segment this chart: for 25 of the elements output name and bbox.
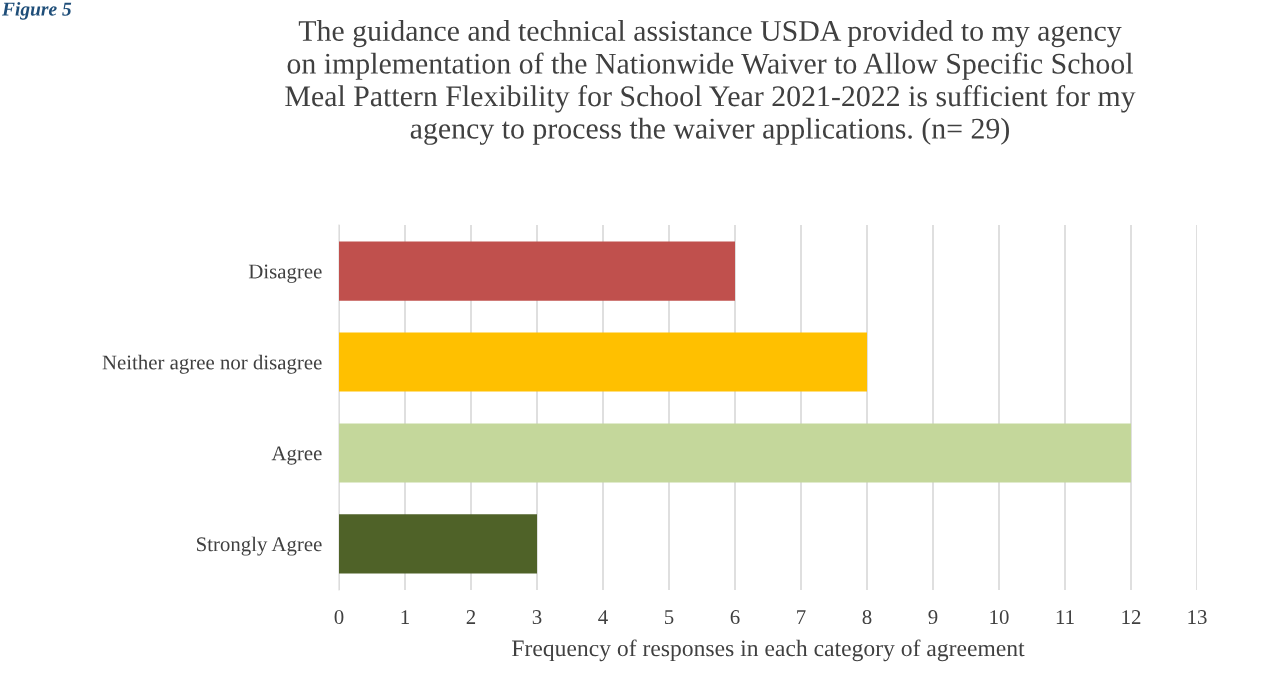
x-tick-label: 13 (1188, 610, 1207, 625)
bar (339, 332, 867, 392)
x-tick-label: 4 (598, 610, 608, 624)
x-tick-label: 5 (665, 610, 674, 625)
x-tick-label: 0 (334, 610, 344, 625)
x-tick-label: 12 (1122, 610, 1141, 624)
x-tick-label: 7 (797, 610, 806, 624)
bar (339, 514, 537, 574)
y-tick-label: Agree (271, 446, 322, 465)
chart-title: The guidance and technical assistance USDA provided to my agency on implementation of the Nationwide Waiver to Allow Specific School Meal Pattern Flexibility for School Year 2021-2022 is sufficient for my agency to process the waiver applications. (n= 29) (285, 20, 1136, 145)
bar (339, 241, 735, 301)
bar (339, 423, 1131, 483)
y-tick-label: Disagree (248, 264, 322, 283)
x-tick-label: 1 (401, 610, 409, 624)
x-axis-title: Frequency of responses in each category of agreement (512, 639, 1025, 662)
y-tick-label: Strongly Agree (197, 536, 322, 556)
x-tick-label: 6 (730, 610, 740, 625)
x-tick-label: 3 (532, 610, 542, 625)
x-tick-label: 10 (990, 610, 1009, 625)
x-tick-label: 2 (466, 610, 476, 624)
caption: Figure 5 (1, 2, 72, 20)
y-tick-label: Neither agree nor disagree (102, 354, 322, 374)
x-tick-label: 9 (928, 610, 938, 625)
x-tick-label: 11 (1056, 610, 1074, 624)
x-tick-label: 8 (862, 610, 872, 625)
